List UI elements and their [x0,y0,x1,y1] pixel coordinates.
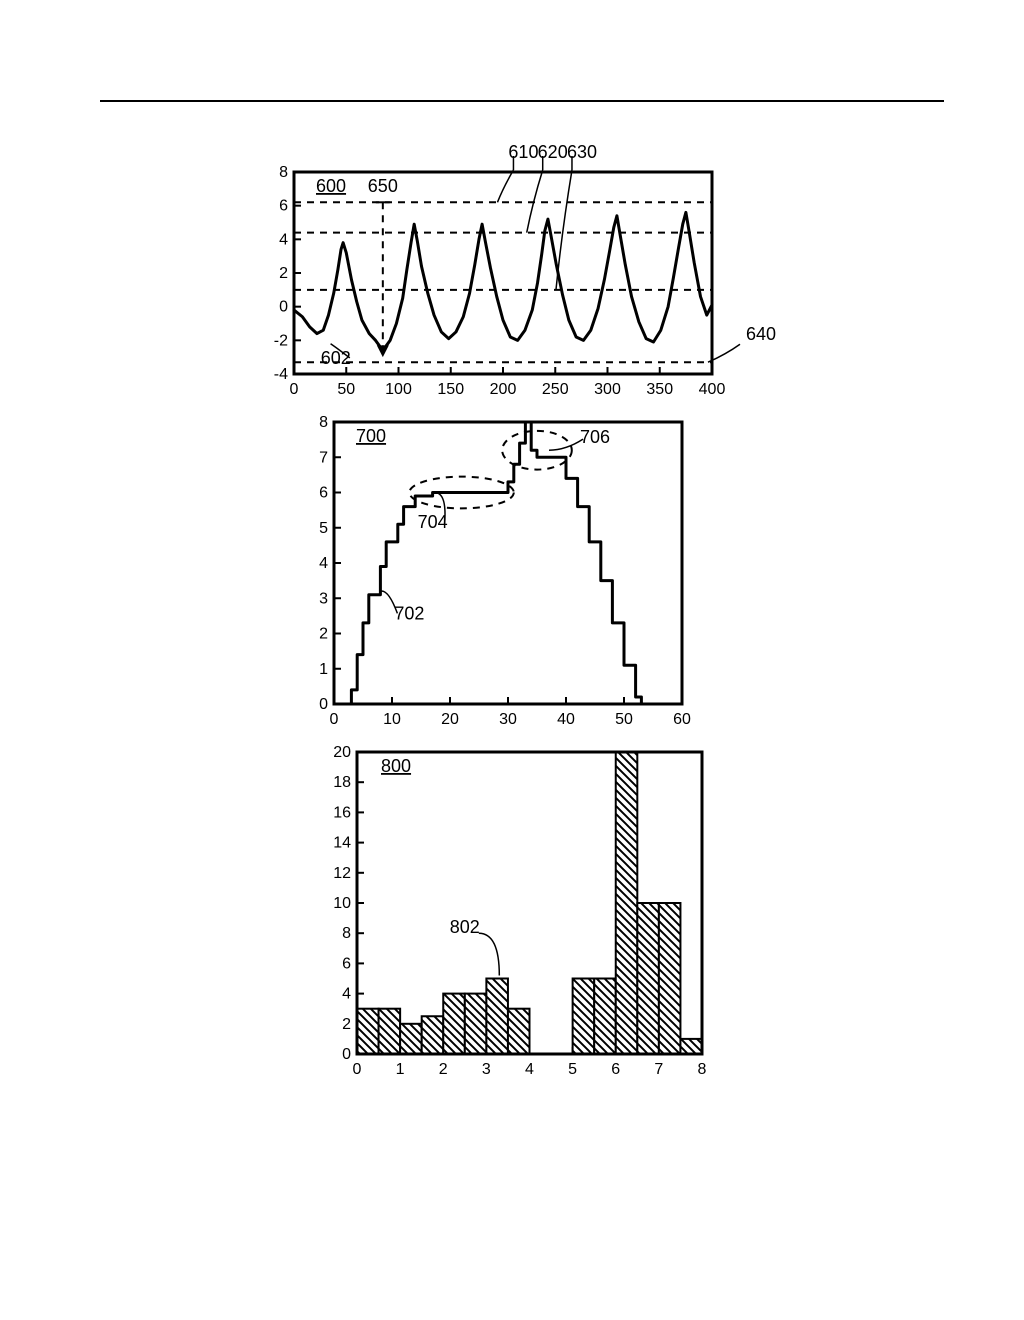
svg-text:6: 6 [319,485,328,502]
fig6-container: 0 50 100 150 200 250 300 350 400 -4 -2 0 2 4 6 8 600 650 6… [242,140,782,404]
svg-text:8: 8 [279,164,288,181]
fig7-chart: 0 10 20 30 40 50 60 0 1 2 3 4 5 6 7 8 704 706 702 700 [292,412,732,732]
svg-text:620: 620 [538,142,568,162]
svg-text:602: 602 [321,348,351,368]
svg-text:3: 3 [482,1061,491,1078]
svg-text:704: 704 [418,512,448,532]
svg-text:0: 0 [290,381,299,398]
svg-text:10: 10 [333,895,351,912]
svg-text:60: 60 [673,711,691,728]
svg-text:706: 706 [580,427,610,447]
svg-text:2: 2 [279,265,288,282]
svg-text:1: 1 [396,1061,405,1078]
svg-text:40: 40 [557,711,575,728]
svg-text:50: 50 [615,711,633,728]
svg-text:5: 5 [568,1061,577,1078]
svg-text:0: 0 [342,1046,351,1063]
svg-text:8: 8 [319,414,328,431]
svg-text:7: 7 [319,449,328,466]
svg-text:5: 5 [319,520,328,537]
svg-text:0: 0 [279,299,288,316]
fig8-chart: 01234567802468101214161820802800 [312,742,712,1082]
svg-text:8: 8 [342,925,351,942]
svg-text:200: 200 [490,381,517,398]
svg-text:0: 0 [353,1061,362,1078]
svg-text:800: 800 [381,756,411,776]
svg-text:2: 2 [439,1061,448,1078]
svg-text:7: 7 [654,1061,663,1078]
svg-text:250: 250 [542,381,569,398]
svg-text:-4: -4 [274,366,288,383]
svg-text:30: 30 [499,711,517,728]
fig6-chart: 0 50 100 150 200 250 300 350 400 -4 -2 0 2 4 6 8 600 650 6… [242,140,782,402]
svg-text:14: 14 [333,835,351,852]
svg-text:6: 6 [611,1061,620,1078]
svg-text:600: 600 [316,176,346,196]
svg-text:6: 6 [342,955,351,972]
svg-text:3: 3 [319,590,328,607]
svg-text:4: 4 [279,231,288,248]
svg-text:650: 650 [368,176,398,196]
svg-text:4: 4 [525,1061,534,1078]
svg-text:10: 10 [383,711,401,728]
svg-text:802: 802 [450,917,480,937]
svg-text:1: 1 [319,661,328,678]
svg-text:20: 20 [441,711,459,728]
svg-text:640: 640 [746,324,776,344]
svg-text:4: 4 [342,986,351,1003]
svg-text:12: 12 [333,865,351,882]
svg-text:16: 16 [333,804,351,821]
svg-text:630: 630 [567,142,597,162]
svg-text:400: 400 [699,381,726,398]
svg-text:2: 2 [319,626,328,643]
svg-text:702: 702 [394,603,424,623]
svg-text:2: 2 [342,1016,351,1033]
fig7-container: 0 10 20 30 40 50 60 0 1 2 3 4 5 6 7 8 704 706 702 700 [292,412,732,734]
svg-text:18: 18 [333,774,351,791]
svg-text:8: 8 [698,1061,707,1078]
svg-text:100: 100 [385,381,412,398]
svg-text:350: 350 [646,381,673,398]
fig8-container: 01234567802468101214161820802800 [312,742,712,1084]
svg-text:50: 50 [337,381,355,398]
svg-text:700: 700 [356,426,386,446]
svg-text:300: 300 [594,381,621,398]
svg-text:6: 6 [279,198,288,215]
svg-text:4: 4 [319,555,328,572]
svg-text:610: 610 [508,142,538,162]
svg-text:0: 0 [319,696,328,713]
svg-text:0: 0 [330,711,339,728]
svg-text:150: 150 [437,381,464,398]
svg-text:20: 20 [333,744,351,761]
svg-text:-2: -2 [274,332,288,349]
